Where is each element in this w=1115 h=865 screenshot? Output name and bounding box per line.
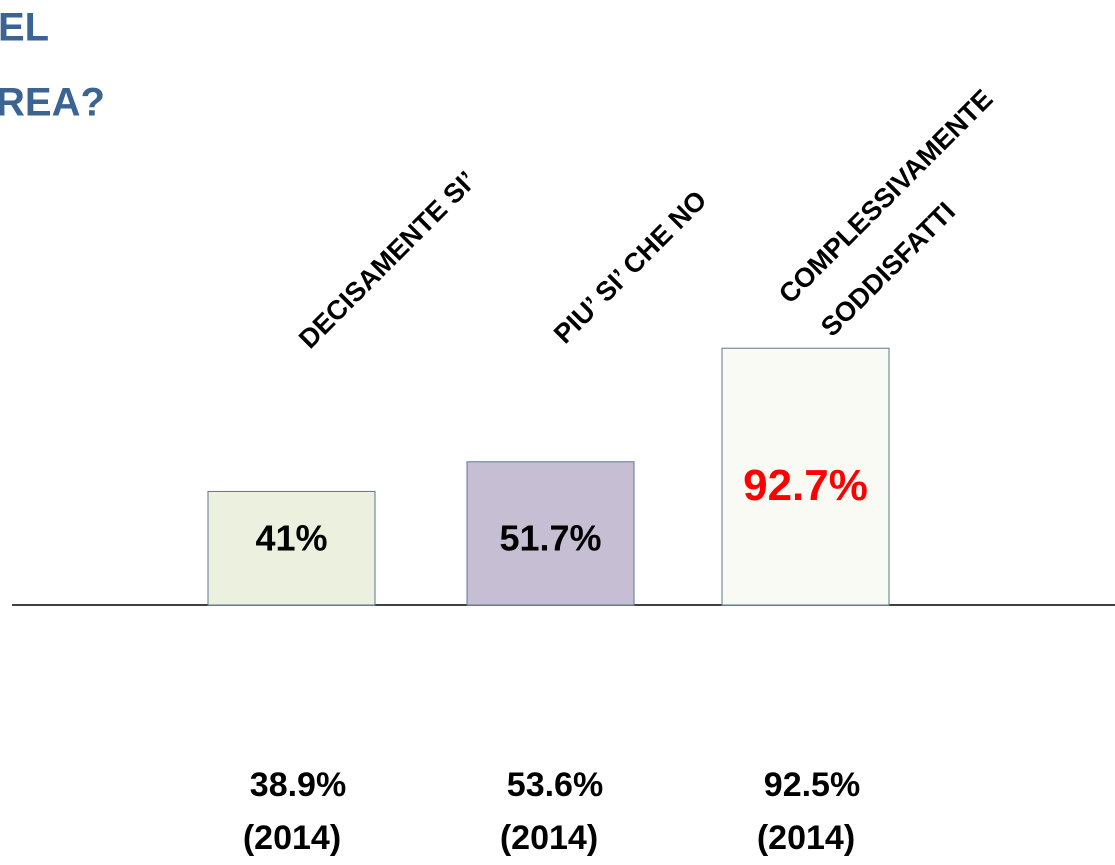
category-label: DECISAMENTE SI’ [293, 165, 482, 354]
bar [466, 461, 635, 606]
previous-year: (2014) [757, 819, 855, 857]
previous-value: 53.6% [507, 766, 603, 804]
previous-year: (2014) [500, 819, 598, 857]
bar [721, 347, 890, 606]
data-label: 92.7% [743, 461, 868, 510]
category-label: SODDISFATTI [815, 196, 961, 342]
chart-title: REA? [0, 81, 105, 125]
category-label: PIU’ SI’ CHE NO [548, 185, 712, 349]
data-label: 41% [255, 518, 327, 559]
previous-value: 38.9% [250, 766, 346, 804]
bar [207, 490, 376, 606]
chart-title: EL [0, 6, 49, 50]
previous-value: 92.5% [764, 766, 860, 804]
data-label: 51.7% [499, 518, 601, 559]
previous-year: (2014) [243, 819, 341, 857]
